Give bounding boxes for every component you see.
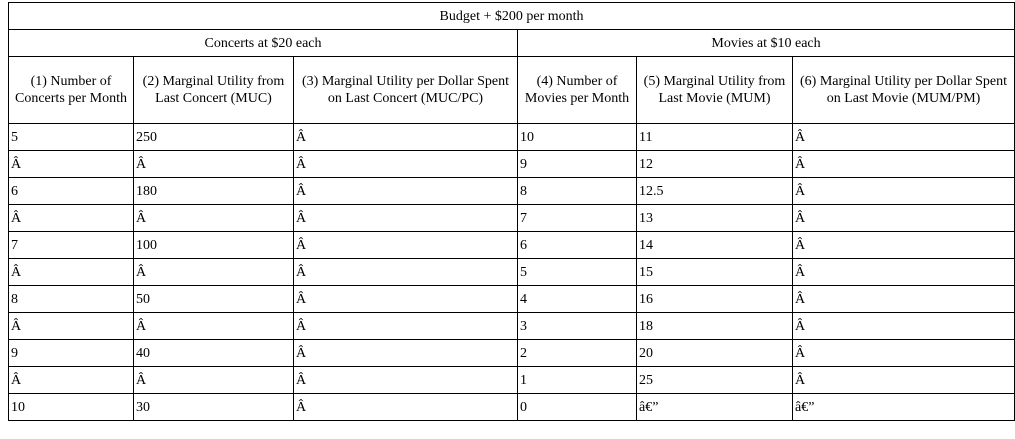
movies-count-cell: 2 [517,339,637,367]
muc-cell: Â [133,366,294,394]
table-row: Â Â Â 1 25 Â [8,366,1015,394]
mum-cell: 11 [636,123,793,151]
muc-cell: 30 [133,393,294,421]
concerts-count-cell: 6 [8,177,134,205]
muc-per-dollar-cell: Â [293,177,518,205]
muc-cell: Â [133,204,294,232]
concerts-count-cell: 9 [8,339,134,367]
table-row: Â Â Â 5 15 Â [8,258,1015,286]
mum-per-dollar-cell: Â [791,150,1015,178]
marginal-utility-table: Budget + $200 per month Concerts at $20 … [7,2,1015,421]
muc-cell: 250 [133,123,294,151]
budget-title: Budget + $200 per month [7,2,1015,30]
movies-count-cell: 5 [517,258,637,286]
utility-table-container: Budget + $200 per month Concerts at $20 … [7,2,1015,421]
concerts-count-cell: Â [8,204,134,232]
movies-count-cell: 0 [517,393,637,421]
muc-cell: 180 [133,177,294,205]
table-row: Â Â Â 7 13 Â [8,204,1015,232]
concerts-group-header: Concerts at $20 each [8,29,518,57]
mum-per-dollar-cell: Â [791,177,1015,205]
muc-per-dollar-cell: Â [293,231,518,259]
muc-per-dollar-cell: Â [293,258,518,286]
movies-count-cell: 8 [517,177,637,205]
muc-per-dollar-cell: Â [293,285,518,313]
column-header-muc: (2) Marginal Utility from Last Concert (… [133,56,294,124]
column-header-mum: (5) Marginal Utility from Last Movie (MU… [636,56,793,124]
table-row: 5 250 Â 10 11 Â [8,123,1015,151]
column-header-movies-count: (4) Number of Movies per Month [517,56,637,124]
muc-per-dollar-cell: Â [293,204,518,232]
table-row: 8 50 Â 4 16 Â [8,285,1015,313]
budget-header-row: Budget + $200 per month [7,2,1015,30]
concerts-count-cell: 7 [8,231,134,259]
mum-cell: 18 [636,312,793,340]
mum-per-dollar-cell: Â [791,258,1015,286]
mum-per-dollar-cell: Â [791,285,1015,313]
movies-count-cell: 6 [517,231,637,259]
concerts-count-cell: Â [8,150,134,178]
column-header-row: (1) Number of Concerts per Month (2) Mar… [8,56,1015,124]
column-header-concerts-count: (1) Number of Concerts per Month [8,56,134,124]
column-header-muc-per-dollar: (3) Marginal Utility per Dollar Spent on… [293,56,518,124]
movies-count-cell: 9 [517,150,637,178]
muc-per-dollar-cell: Â [293,393,518,421]
table-row: 7 100 Â 6 14 Â [8,231,1015,259]
mum-per-dollar-cell: Â [791,339,1015,367]
concerts-count-cell: 5 [8,123,134,151]
mum-per-dollar-cell: Â [791,231,1015,259]
concerts-count-cell: 10 [8,393,134,421]
muc-cell: 100 [133,231,294,259]
mum-per-dollar-cell: Â [791,312,1015,340]
concerts-count-cell: Â [8,366,134,394]
mum-cell: 20 [636,339,793,367]
muc-per-dollar-cell: Â [293,312,518,340]
mum-per-dollar-cell: Â [791,123,1015,151]
mum-per-dollar-cell: â€” [791,393,1015,421]
muc-cell: 40 [133,339,294,367]
group-header-row: Concerts at $20 each Movies at $10 each [8,29,1015,57]
mum-per-dollar-cell: Â [791,204,1015,232]
column-header-mum-per-dollar: (6) Marginal Utility per Dollar Spent on… [791,56,1015,124]
movies-count-cell: 1 [517,366,637,394]
table-row: 6 180 Â 8 12.5 Â [8,177,1015,205]
table-row: Â Â Â 9 12 Â [8,150,1015,178]
muc-per-dollar-cell: Â [293,366,518,394]
concerts-count-cell: Â [8,258,134,286]
movies-count-cell: 3 [517,312,637,340]
muc-cell: Â [133,312,294,340]
table-row: Â Â Â 3 18 Â [8,312,1015,340]
muc-cell: Â [133,258,294,286]
muc-cell: Â [133,150,294,178]
concerts-count-cell: Â [8,312,134,340]
muc-cell: 50 [133,285,294,313]
mum-cell: 16 [636,285,793,313]
mum-cell: 13 [636,204,793,232]
muc-per-dollar-cell: Â [293,150,518,178]
movies-count-cell: 4 [517,285,637,313]
mum-cell: 15 [636,258,793,286]
mum-cell: 12 [636,150,793,178]
movies-group-header: Movies at $10 each [516,29,1015,57]
mum-cell: 12.5 [636,177,793,205]
mum-cell: 25 [636,366,793,394]
mum-cell: 14 [636,231,793,259]
muc-per-dollar-cell: Â [293,339,518,367]
movies-count-cell: 7 [517,204,637,232]
movies-count-cell: 10 [517,123,637,151]
concerts-count-cell: 8 [8,285,134,313]
table-row: 10 30 Â 0 â€” â€” [8,393,1015,421]
mum-per-dollar-cell: Â [791,366,1015,394]
mum-cell: â€” [636,393,793,421]
table-row: 9 40 Â 2 20 Â [8,339,1015,367]
muc-per-dollar-cell: Â [293,123,518,151]
